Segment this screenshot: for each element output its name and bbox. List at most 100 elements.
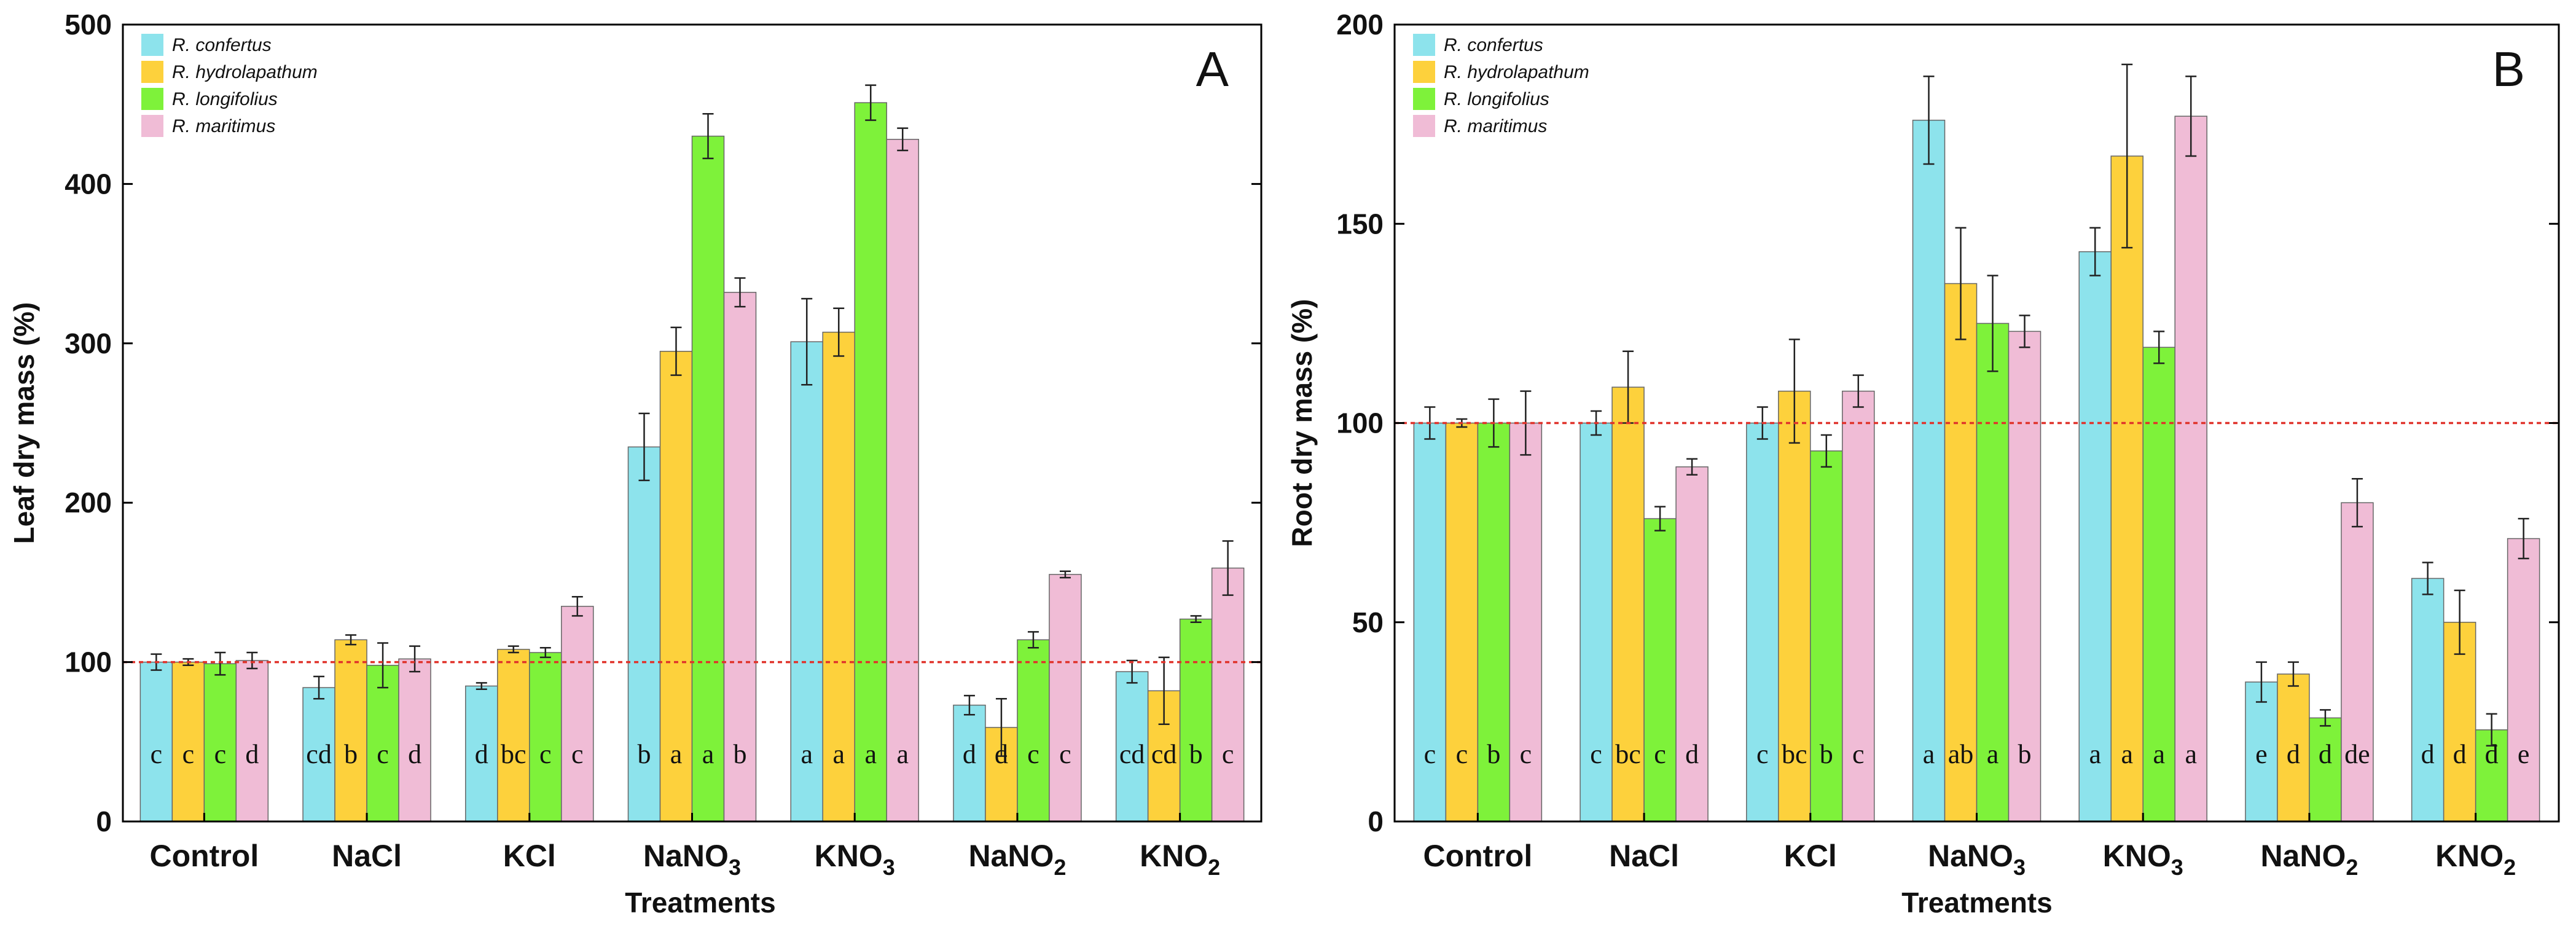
y-tick-label: 300: [65, 327, 112, 359]
significance-letter: a: [864, 739, 877, 769]
bar-kno3-s4: [886, 139, 919, 822]
significance-letter: c: [1222, 739, 1234, 769]
significance-letter: d: [2421, 739, 2435, 769]
significance-letter: a: [896, 739, 909, 769]
significance-letter: bc: [1615, 739, 1641, 769]
significance-letter: a: [2121, 739, 2133, 769]
significance-letter: c: [1027, 739, 1039, 769]
significance-letter: d: [2319, 739, 2332, 769]
bar-kno2-s2: [2443, 622, 2476, 822]
x-category-label: NaCl: [1609, 839, 1679, 873]
bar-kno2-s3: [1179, 618, 1213, 822]
bar-kcl-s2: [1778, 390, 1811, 822]
bar-kno2-s1: [1115, 671, 1149, 822]
x-category-label: NaNO3: [643, 839, 741, 880]
y-tick-label: 500: [65, 9, 112, 41]
significance-letter: cd: [1119, 739, 1145, 769]
y-tick-label: 200: [1336, 9, 1384, 41]
significance-letter: c: [1456, 739, 1468, 769]
significance-letter: e: [2518, 739, 2530, 769]
chart-panel-a: c cd d b a d cdc b bc a a d cdc c c a a c bd d c b a c c01002003…: [8, 9, 1263, 919]
legend-swatch: [1413, 115, 1435, 137]
significance-letter: a: [832, 739, 845, 769]
significance-letter: b: [2018, 739, 2032, 769]
panel-letter: A: [1196, 42, 1229, 96]
bar-control-s2: [171, 661, 205, 822]
significance-letter: a: [2153, 739, 2165, 769]
significance-letter: c: [151, 739, 163, 769]
significance-letter: d: [408, 739, 421, 769]
chart-panel-b: c c c a a e dc bc bc ab a d db c b a a d dc d c b a de e05010015…: [1286, 9, 2560, 919]
significance-letter: d: [2453, 739, 2467, 769]
significance-letter: de: [2344, 739, 2370, 769]
bar-nano2-s4: [1049, 574, 1082, 822]
significance-letter: c: [571, 739, 584, 769]
x-axis-title: Treatments: [625, 887, 775, 919]
y-tick-label: 100: [65, 646, 112, 678]
significance-letter: a: [670, 739, 683, 769]
significance-letter: c: [1654, 739, 1666, 769]
bar-nacl-s3: [1643, 518, 1677, 822]
legend-swatch: [141, 88, 163, 110]
bar-nano3-s4: [2008, 331, 2042, 822]
legend-entry: R. hydrolapathum: [1444, 62, 1589, 82]
bar-nano3-s3: [691, 135, 725, 822]
legend-entry: R. maritimus: [1444, 116, 1547, 136]
significance-letter: cd: [306, 739, 332, 769]
x-axis-title: Treatments: [1901, 887, 2052, 919]
bar-nacl-s4: [1675, 466, 1709, 822]
legend-entry: R. confertus: [172, 35, 272, 55]
y-tick-label: 50: [1352, 606, 1384, 638]
bar-nano2-s4: [2341, 502, 2374, 822]
y-tick-label: 100: [1336, 407, 1384, 439]
significance-letter: d: [2287, 739, 2300, 769]
x-category-label: KCl: [1784, 839, 1837, 873]
bar-kno3-s2: [822, 331, 855, 822]
significance-letter: c: [1852, 739, 1865, 769]
significance-letter: cd: [1151, 739, 1177, 769]
y-tick-label: 0: [1368, 806, 1384, 837]
bar-kcl-s4: [561, 606, 594, 822]
panel-letter: B: [2492, 42, 2525, 96]
significance-letter: a: [801, 739, 813, 769]
significance-letter: a: [702, 739, 714, 769]
significance-letter: b: [1820, 739, 1833, 769]
legend-swatch: [1413, 34, 1435, 56]
significance-letter: a: [1987, 739, 1999, 769]
significance-letter: c: [1520, 739, 1532, 769]
x-category-label: KNO2: [2435, 839, 2516, 880]
bar-kno3-s1: [2078, 251, 2112, 822]
x-category-label: KNO2: [1140, 839, 1220, 880]
significance-letter: c: [1059, 739, 1071, 769]
y-tick-label: 150: [1336, 208, 1384, 240]
significance-letter: bc: [1782, 739, 1807, 769]
bar-kno3-s3: [2142, 347, 2175, 822]
significance-letter: a: [2089, 739, 2101, 769]
significance-letter: d: [995, 739, 1008, 769]
bar-nacl-s2: [334, 639, 367, 822]
legend-entry: R. longifolius: [172, 89, 278, 109]
bar-kno3-s2: [2110, 155, 2143, 822]
significance-letter: b: [734, 739, 747, 769]
significance-letter: c: [214, 739, 227, 769]
significance-letter: a: [1923, 739, 1935, 769]
bar-kcl-s3: [529, 652, 562, 822]
significance-letter: b: [638, 739, 651, 769]
bar-nano3-s1: [1912, 119, 1946, 822]
significance-letter: d: [2485, 739, 2499, 769]
x-category-label: Control: [1423, 839, 1532, 873]
x-category-label: NaNO2: [968, 839, 1066, 880]
x-category-label: KNO3: [2103, 839, 2183, 880]
x-category-label: NaNO3: [1928, 839, 2026, 880]
significance-letter: bc: [501, 739, 527, 769]
legend-swatch: [141, 61, 163, 83]
legend-entry: R. hydrolapathum: [172, 62, 318, 82]
legend-swatch: [1413, 88, 1435, 110]
significance-letter: b: [1487, 739, 1500, 769]
bar-nano2-s3: [2309, 717, 2342, 822]
x-category-label: Control: [149, 839, 259, 873]
significance-letter: c: [377, 739, 389, 769]
significance-letter: a: [2185, 739, 2197, 769]
